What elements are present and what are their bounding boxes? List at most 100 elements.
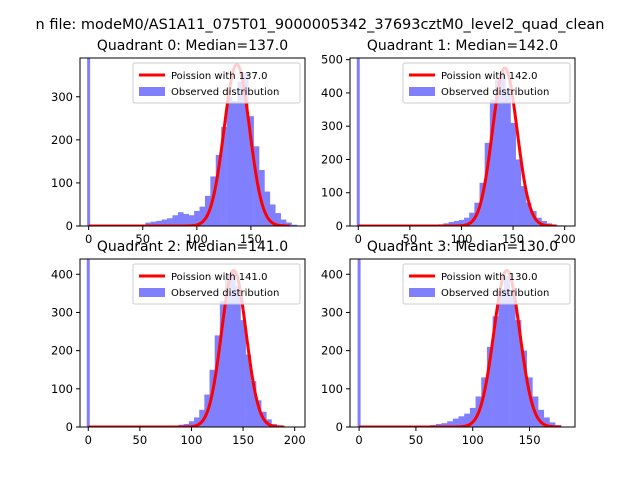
hist-bar (479, 182, 485, 226)
x-tick-label: 150 (232, 433, 254, 447)
hist-bar (453, 221, 460, 226)
hist-bar (549, 422, 556, 427)
hist-bar (286, 222, 292, 226)
figure-suptitle: n file: modeM0/AS1A11_075T01_9000005342_… (36, 17, 605, 33)
legend-hist-swatch (139, 87, 165, 96)
hist-bar (538, 409, 545, 427)
hist-bar (145, 222, 152, 226)
y-tick-label: 100 (51, 382, 73, 396)
hist-bar (469, 407, 476, 427)
hist-bar (510, 122, 516, 226)
zero-bin-bar (357, 259, 361, 427)
x-tick-label: 100 (462, 433, 484, 447)
hist-bar (194, 210, 200, 226)
x-tick-label: 0 (355, 232, 362, 246)
hist-bar (469, 212, 475, 226)
hist-bar (248, 116, 254, 226)
legend: Poission with 137.0 Observed distribution (132, 62, 301, 104)
y-tick-label: 100 (321, 382, 343, 396)
hist-bar (235, 285, 241, 427)
hist-bar (500, 71, 506, 226)
chart-panel-2: 0 50 100 150 200 0 100 200 300 400 Quadrant 2: Med… (51, 239, 306, 447)
hist-bar (525, 202, 532, 226)
hist-bar (225, 276, 231, 427)
y-tick-label: 100 (321, 186, 343, 200)
zero-bin-bar (87, 58, 91, 226)
hist-bar (441, 423, 448, 427)
hist-bar (177, 212, 184, 226)
hist-bar (161, 219, 168, 226)
legend-frame (132, 62, 301, 104)
hist-bar (543, 417, 550, 427)
x-tick-label: 50 (403, 232, 418, 246)
hist-bar (458, 416, 465, 427)
legend-hist-swatch (409, 288, 435, 297)
hist-bar (448, 222, 455, 226)
hist-bar (156, 220, 162, 226)
x-tick-label: 100 (186, 232, 208, 246)
hist-bar (509, 289, 516, 427)
hist-bar (280, 219, 287, 226)
x-tick-label: 50 (409, 433, 424, 447)
legend-fit-label: Poission with 130.0 (441, 272, 537, 283)
hist-bar (515, 159, 522, 226)
hist-bar (486, 346, 493, 427)
y-tick-label: 100 (51, 176, 73, 190)
y-tick-label: 400 (321, 267, 343, 281)
hist-bar (253, 146, 260, 226)
y-tick-label: 400 (321, 86, 343, 100)
y-tick-label: 400 (51, 267, 73, 281)
legend-hist-label: Observed distribution (441, 87, 549, 98)
legend-frame (132, 263, 301, 305)
plot-layer (356, 58, 563, 226)
y-tick-label: 0 (66, 420, 73, 434)
hist-bar (240, 320, 246, 427)
x-tick-label: 50 (133, 433, 148, 447)
y-tick-label: 300 (51, 305, 73, 319)
hist-bar (291, 224, 298, 226)
axes-frame (79, 258, 306, 428)
hist-bar (183, 213, 190, 226)
y-tick-label: 200 (321, 344, 343, 358)
plot-layer (357, 259, 562, 427)
hist-bar (452, 418, 459, 427)
chart-panel-1: 0 50 100 150 200 0 100 200 300 400 500 Quadrant 1: … (321, 38, 576, 246)
hist-bar (520, 186, 527, 226)
hist-bar (199, 409, 205, 427)
y-tick-label: 0 (336, 420, 343, 434)
legend-fit-label: Poission with 141.0 (171, 272, 267, 283)
legend: Poission with 130.0 Observed distribution (402, 263, 571, 305)
hist-bar (447, 421, 454, 427)
hist-bar (484, 142, 491, 226)
hist-bar (167, 218, 173, 226)
hist-bar (464, 217, 470, 226)
hist-bar (215, 154, 222, 226)
hist-bar (515, 320, 522, 427)
x-tick-label: 100 (450, 232, 472, 246)
hist-bar (464, 413, 471, 427)
chart-panel-3: 0 50 100 150 0 100 200 300 400 Quadrant 3: Median… (321, 239, 576, 447)
legend-fit-label: Poission with 137.0 (171, 71, 267, 82)
axes-frame (349, 258, 576, 428)
legend: Poission with 142.0 Observed distribution (402, 62, 571, 104)
y-tick-label: 200 (51, 133, 73, 147)
panel-title: Quadrant 2: Median=141.0 (97, 239, 288, 255)
y-tick-label: 500 (321, 53, 343, 67)
legend-hist-label: Observed distribution (171, 87, 279, 98)
hist-bar (245, 354, 252, 427)
y-tick-label: 300 (51, 90, 73, 104)
hist-bar (505, 89, 511, 226)
legend-hist-label: Observed distribution (441, 288, 549, 299)
hist-bar (492, 316, 499, 427)
panel-title: Quadrant 1: Median=142.0 (367, 38, 558, 54)
legend-fit-label: Poission with 142.0 (441, 71, 537, 82)
hist-bar (250, 381, 257, 427)
hist-bar (188, 215, 195, 226)
x-tick-label: 0 (355, 433, 362, 447)
x-tick-label: 0 (85, 433, 92, 447)
x-tick-label: 150 (519, 433, 541, 447)
hist-bar (521, 350, 528, 427)
hist-bar (188, 421, 195, 427)
x-tick-label: 200 (554, 232, 576, 246)
